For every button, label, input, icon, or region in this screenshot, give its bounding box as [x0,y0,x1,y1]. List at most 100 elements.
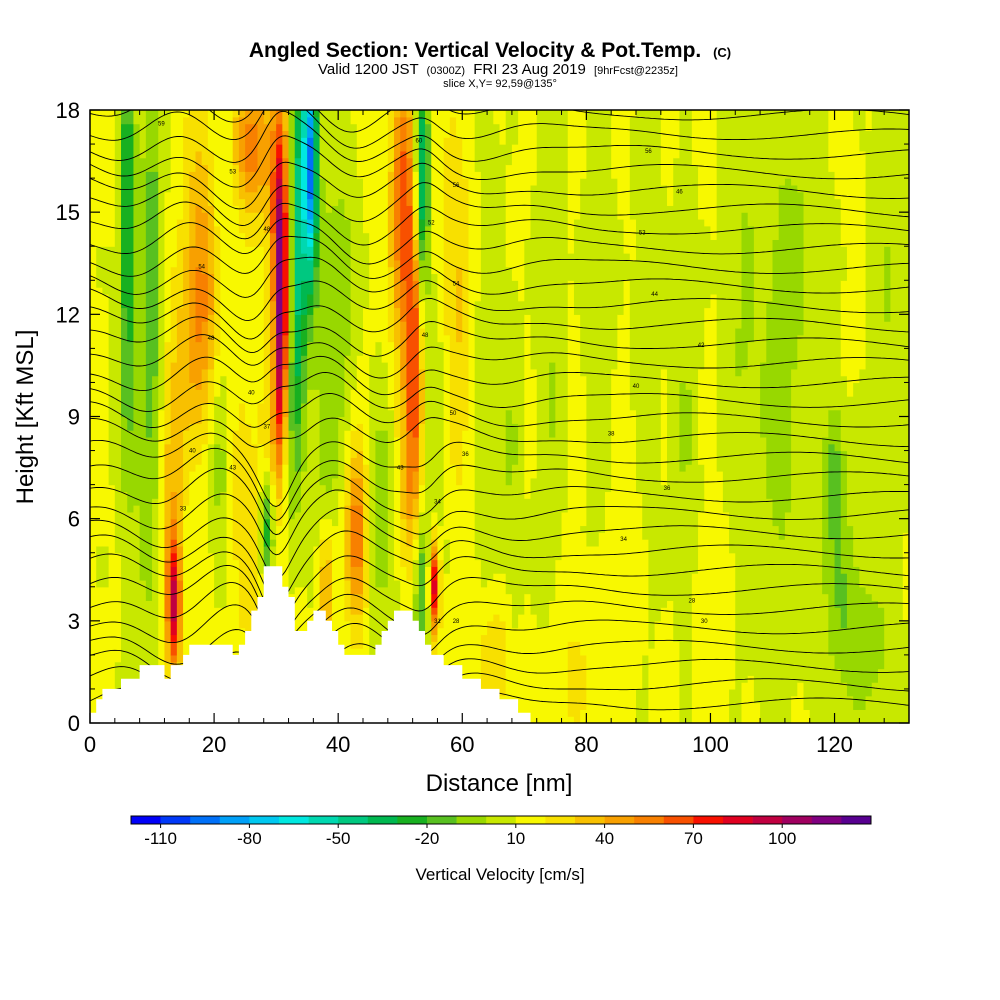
heatmap-cell [331,110,339,206]
heatmap-cell [394,307,401,349]
theta-contour-line [90,334,909,379]
heatmap-cell [592,110,600,547]
heatmap-cell [617,314,625,723]
heatmap-cell [350,457,358,479]
heatmap-cell [164,559,172,622]
heatmap-cell [238,402,246,629]
theta-contour-line [90,201,909,246]
heatmap-cell [307,218,314,234]
heatmap-cell [245,191,252,213]
heatmap-cell [511,144,519,281]
heatmap-cell [747,341,755,676]
x-tick-label: 0 [84,732,96,757]
heatmap-cell [449,464,457,723]
heatmap-cell [263,110,271,125]
heatmap-cell [784,110,792,179]
heatmap-cell [418,239,426,261]
heatmap-cell [276,464,283,479]
heatmap-cell [269,130,277,172]
heatmap-cell [840,450,848,574]
heatmap-cell [890,110,898,723]
heatmap-cell [139,579,147,704]
heatmap-cell [505,409,513,486]
heatmap-cell [170,641,178,656]
heatmap-cell [828,171,836,411]
heatmap-cell [629,218,637,261]
heatmap-cell [226,110,234,723]
heatmap-cell [412,212,420,241]
heatmap-cell [282,416,290,438]
heatmap-cell [418,484,426,513]
heatmap-cell [319,178,327,486]
heatmap-cell [518,300,525,615]
heatmap-cell [698,110,705,220]
heatmap-cell [207,110,215,152]
heatmap-cell [425,110,432,125]
heatmap-cell [394,436,401,581]
heatmap-cell [412,539,420,561]
heatmap-cell [263,518,271,547]
heatmap-cell [840,280,848,377]
heatmap-cell [760,436,767,723]
colorbar-swatch [338,816,369,824]
heatmap-cell [487,620,494,717]
heatmap-cell [350,430,358,458]
heatmap-cell [487,579,494,622]
heatmap-cell [431,620,439,636]
heatmap-cell [418,327,426,370]
heatmap-cell [325,518,333,540]
heatmap-cell [877,607,885,670]
heatmap-cell [760,362,767,438]
heatmap-cell [431,539,439,547]
theta-contour-labels: 59 53 48 54 48 40 37 40 43 33 60 56 52 54 48 50 36 43 34 31… [158,122,708,625]
heatmap-cell [294,375,302,424]
heatmap-cell [834,607,842,670]
colorbar-swatch [841,816,872,824]
heatmap-cell [375,341,383,431]
heatmap-cell [660,368,668,486]
heatmap-cell [170,491,178,520]
heatmap-cell [747,675,755,723]
heatmap-cell [679,110,687,384]
heatmap-cell [356,450,364,479]
heatmap-cell [840,246,848,281]
heatmap-cell [573,110,581,220]
heatmap-cell [418,423,426,486]
heatmap-cell [660,184,668,370]
theta-contour-line [90,417,909,448]
theta-contour-label: 31 [434,619,441,625]
heatmap-cell [412,110,420,172]
heatmap-cell [257,184,265,213]
heatmap-cell [133,123,141,506]
heatmap-cell [431,559,439,567]
heatmap-cell [685,110,693,390]
heatmap-cell [300,355,308,404]
heatmap-cell [363,464,370,608]
colorbar-swatch [160,816,191,824]
heatmap-cell [406,205,414,431]
heatmap-cell [611,178,618,370]
heatmap-cell [207,368,215,404]
heatmap-cell [176,579,184,615]
heatmap-cell [729,552,736,690]
heatmap-cell [499,110,507,145]
colorbar-tick-label: -20 [415,829,440,848]
theta-contour-label: 33 [180,506,187,512]
colorbar-swatch [782,816,813,824]
heatmap-cell [406,518,414,547]
heatmap-cell [201,273,209,322]
theta-contour-label: 38 [608,432,615,438]
heatmap-cell [623,280,631,723]
theta-contour-line [90,507,909,579]
heatmap-cell [325,212,333,493]
x-tick-label: 20 [202,732,226,757]
heatmap-cell [350,389,358,431]
heatmap-cell [381,430,389,588]
theta-contour-label: 28 [688,598,695,604]
heatmap-cell [865,110,873,132]
heatmap-cell [269,505,277,540]
heatmap-cell [629,116,637,220]
heatmap-cell [685,464,693,723]
heatmap-cell [710,110,718,241]
heatmap-cell [276,443,283,465]
